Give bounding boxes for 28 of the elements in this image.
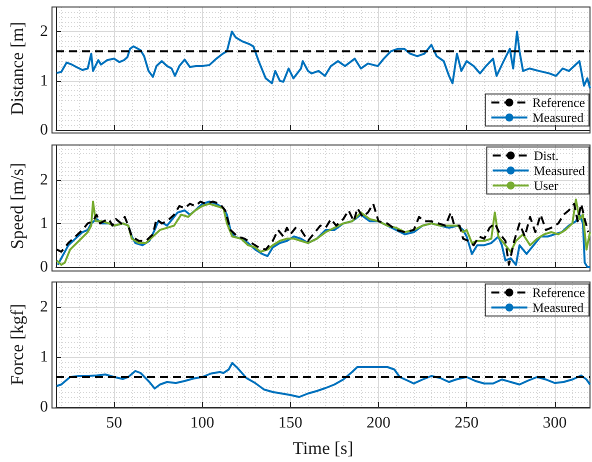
x-axis-title: Time [s] (292, 438, 354, 458)
x-tick-label: 250 (454, 414, 479, 432)
legend-label: Reference (532, 285, 586, 300)
y-tick-label: 0 (40, 122, 48, 138)
y-tick-label: 0 (40, 398, 48, 416)
y-axis-title: Force [kgf] (7, 304, 27, 386)
y-tick-label: 0 (40, 258, 48, 276)
legend-label: Dist. (534, 148, 559, 163)
legend-label: User (534, 178, 559, 193)
legend-label: Reference (532, 95, 586, 110)
y-axis-title: Speed [m/s] (7, 162, 27, 250)
y-tick-label: 1 (40, 348, 48, 366)
line-series (56, 362, 591, 398)
x-tick-label: 150 (278, 414, 302, 432)
y-tick-label: 2 (40, 171, 48, 188)
y-axis-title: Distance [m] (7, 22, 27, 116)
y-tick-label: 2 (40, 23, 48, 40)
legend-label: Measured (534, 163, 586, 178)
x-tick-label: 300 (542, 414, 567, 432)
y-tick-label: 1 (40, 72, 48, 90)
y-tick-label: 2 (40, 298, 48, 316)
x-tick-label: 100 (190, 414, 214, 432)
x-tick-label: 200 (366, 414, 391, 432)
legend-label: Measured (532, 300, 584, 315)
legend-label: Measured (532, 110, 584, 125)
x-tick-label: 50 (106, 414, 122, 432)
y-tick-label: 1 (40, 214, 48, 232)
line-series (56, 30, 591, 90)
